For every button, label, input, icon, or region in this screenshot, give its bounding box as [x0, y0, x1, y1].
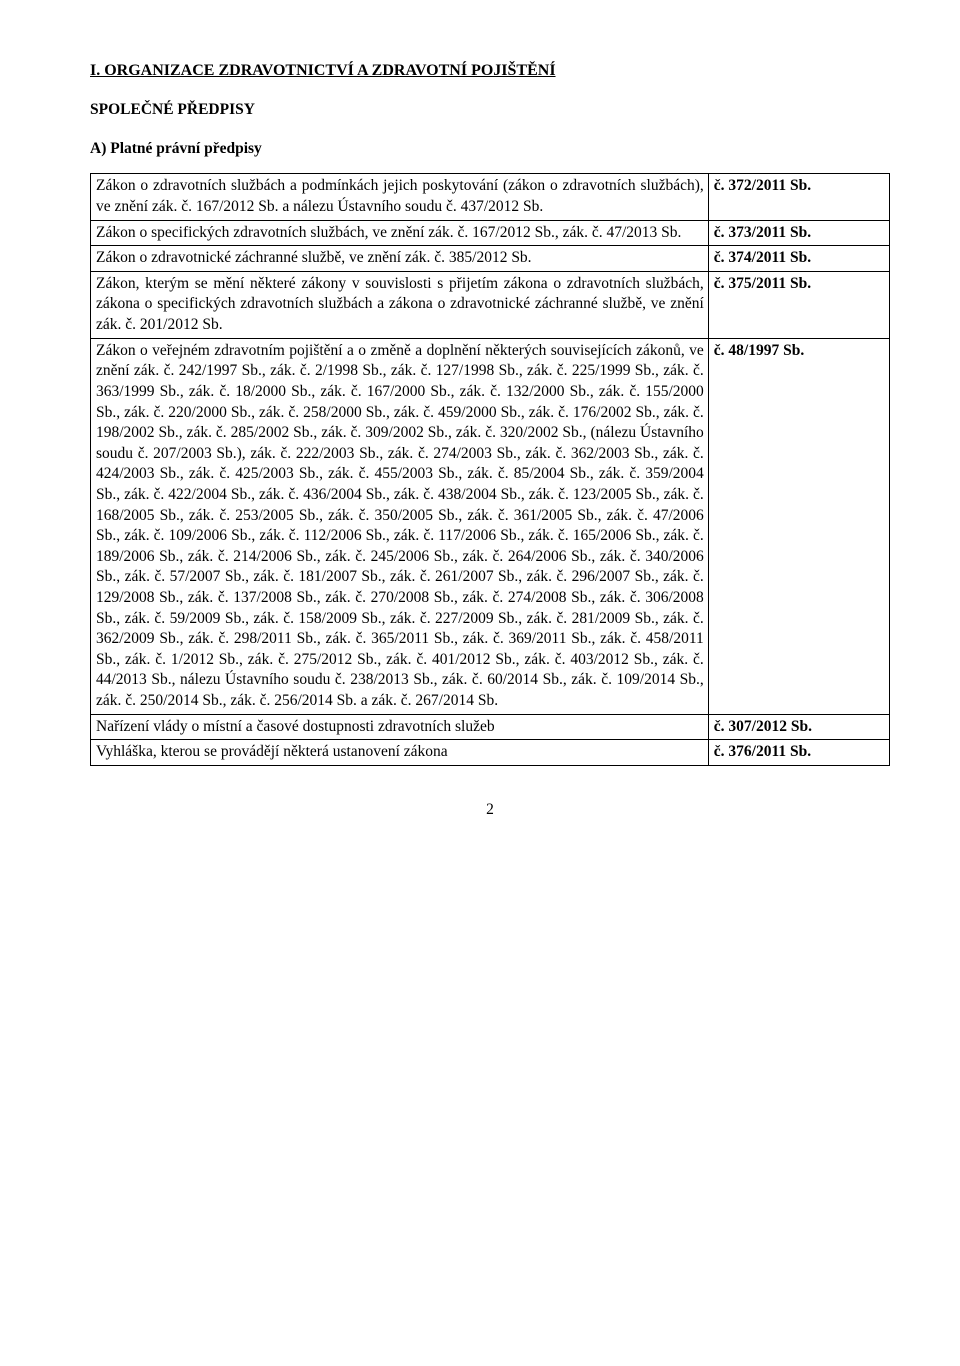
table-row: Zákon o zdravotních službách a podmínkác…	[91, 174, 890, 220]
regulation-description: Zákon o zdravotnické záchranné službě, v…	[91, 246, 709, 272]
table-row: Nařízení vlády o místní a časové dostupn…	[91, 714, 890, 740]
regulation-number: č. 375/2011 Sb.	[708, 271, 889, 338]
regulation-description: Zákon o veřejném zdravotním pojištění a …	[91, 338, 709, 714]
regulation-description: Nařízení vlády o místní a časové dostupn…	[91, 714, 709, 740]
page-title: I. ORGANIZACE ZDRAVOTNICTVÍ A ZDRAVOTNÍ …	[90, 60, 890, 82]
regulation-number: č. 374/2011 Sb.	[708, 246, 889, 272]
section-subtitle-1: SPOLEČNÉ PŘEDPISY	[90, 100, 890, 121]
table-row: Zákon, kterým se mění některé zákony v s…	[91, 271, 890, 338]
regulation-number: č. 48/1997 Sb.	[708, 338, 889, 714]
regulation-description: Zákon o zdravotních službách a podmínkác…	[91, 174, 709, 220]
table-row: Zákon o veřejném zdravotním pojištění a …	[91, 338, 890, 714]
table-row: Zákon o specifických zdravotních službác…	[91, 220, 890, 246]
regulation-number: č. 373/2011 Sb.	[708, 220, 889, 246]
regulation-number: č. 307/2012 Sb.	[708, 714, 889, 740]
regulations-table: Zákon o zdravotních službách a podmínkác…	[90, 173, 890, 765]
section-subtitle-2: A) Platné právní předpisy	[90, 139, 890, 160]
regulation-description: Zákon, kterým se mění některé zákony v s…	[91, 271, 709, 338]
table-row: Vyhláška, kterou se provádějí některá us…	[91, 740, 890, 766]
table-row: Zákon o zdravotnické záchranné službě, v…	[91, 246, 890, 272]
regulation-number: č. 372/2011 Sb.	[708, 174, 889, 220]
regulation-description: Zákon o specifických zdravotních službác…	[91, 220, 709, 246]
regulation-number: č. 376/2011 Sb.	[708, 740, 889, 766]
page-number: 2	[90, 800, 890, 821]
regulation-description: Vyhláška, kterou se provádějí některá us…	[91, 740, 709, 766]
